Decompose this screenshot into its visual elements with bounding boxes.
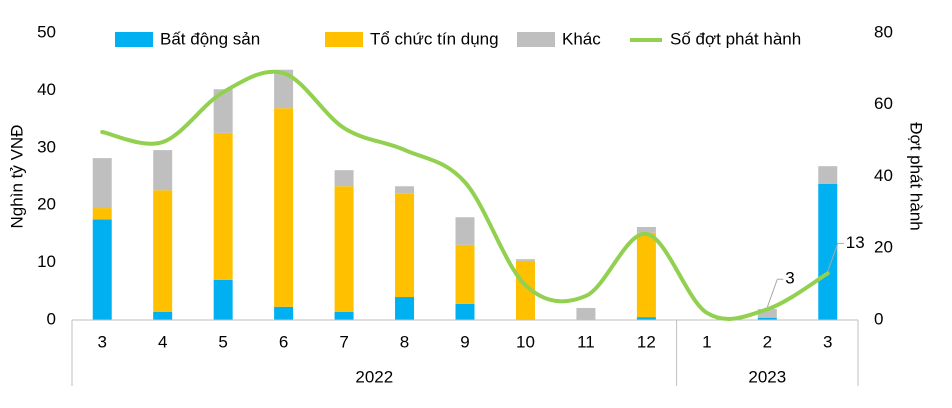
bar-segment <box>395 193 415 298</box>
bar-segment <box>274 69 294 109</box>
bar-segment <box>274 108 294 307</box>
legend-label: Số đợt phát hành <box>670 29 801 48</box>
bar-segment <box>455 244 475 304</box>
bar-segment <box>515 259 535 261</box>
bar-segment <box>153 190 173 312</box>
bar-segment <box>213 89 233 133</box>
legend-swatch <box>325 32 363 47</box>
y-axis-title: Nghìn tỷ VNĐ <box>7 125 26 229</box>
x-group-label: 2022 <box>355 367 393 386</box>
bar-segment <box>334 170 354 187</box>
bar-segment <box>92 158 112 209</box>
bar-segment <box>213 132 233 280</box>
x-tick-label: 12 <box>637 332 656 351</box>
y-tick-label: 50 <box>37 22 56 41</box>
x-tick-label: 3 <box>823 332 832 351</box>
y2-tick-label: 20 <box>874 238 893 257</box>
data-label: 13 <box>846 233 865 252</box>
y-tick-label: 30 <box>37 137 56 156</box>
x-group-label: 2023 <box>748 367 786 386</box>
y-tick-label: 0 <box>47 309 56 328</box>
bar-segment <box>757 317 777 320</box>
x-tick-label: 11 <box>577 332 595 351</box>
y-tick-label: 40 <box>37 80 56 99</box>
bar-segment <box>818 166 838 184</box>
x-tick-label: 4 <box>158 332 167 351</box>
bar-segment <box>92 219 112 320</box>
y2-tick-label: 80 <box>874 22 893 41</box>
x-tick-label: 1 <box>702 332 711 351</box>
legend-swatch <box>517 32 555 47</box>
bar-segment <box>213 279 233 320</box>
bar-segment <box>334 311 354 320</box>
bar-segment <box>576 307 596 320</box>
bar-segment <box>153 150 173 191</box>
bar-segment <box>455 303 475 320</box>
x-tick-label: 8 <box>400 332 409 351</box>
y2-axis-title: Đợt phát hành <box>907 122 926 231</box>
data-label: 3 <box>785 269 794 288</box>
bar-segment <box>395 297 415 320</box>
x-tick-label: 3 <box>97 332 106 351</box>
bar-segment <box>92 208 112 220</box>
bar-segment <box>636 227 656 233</box>
bar-segment <box>818 183 838 320</box>
bar-segment <box>636 317 656 320</box>
legend-label: Bất động sản <box>160 29 260 48</box>
line <box>100 69 830 321</box>
x-tick-label: 10 <box>516 332 535 351</box>
bar-segment <box>274 306 294 320</box>
legend-label: Khác <box>562 29 601 48</box>
bar-segment <box>334 186 354 312</box>
leader-line <box>766 279 778 308</box>
bar-segment <box>515 260 535 320</box>
x-tick-label: 7 <box>339 332 348 351</box>
x-tick-label: 9 <box>460 332 469 351</box>
bar-segment <box>455 217 475 245</box>
bar-segment <box>395 186 415 194</box>
y-tick-label: 20 <box>37 195 56 214</box>
bar-segment <box>153 311 173 320</box>
y-tick-label: 10 <box>37 252 56 271</box>
y2-tick-label: 0 <box>874 309 883 328</box>
x-tick-label: 2 <box>763 332 772 351</box>
x-tick-label: 5 <box>218 332 227 351</box>
y2-tick-label: 40 <box>874 166 893 185</box>
legend-swatch <box>115 32 153 47</box>
bar-segment <box>757 309 777 318</box>
bar-segment <box>636 232 656 318</box>
x-tick-label: 6 <box>279 332 288 351</box>
leader-line <box>827 243 839 272</box>
y2-tick-label: 60 <box>874 94 893 113</box>
legend-label: Tổ chức tín dụng <box>370 29 499 48</box>
